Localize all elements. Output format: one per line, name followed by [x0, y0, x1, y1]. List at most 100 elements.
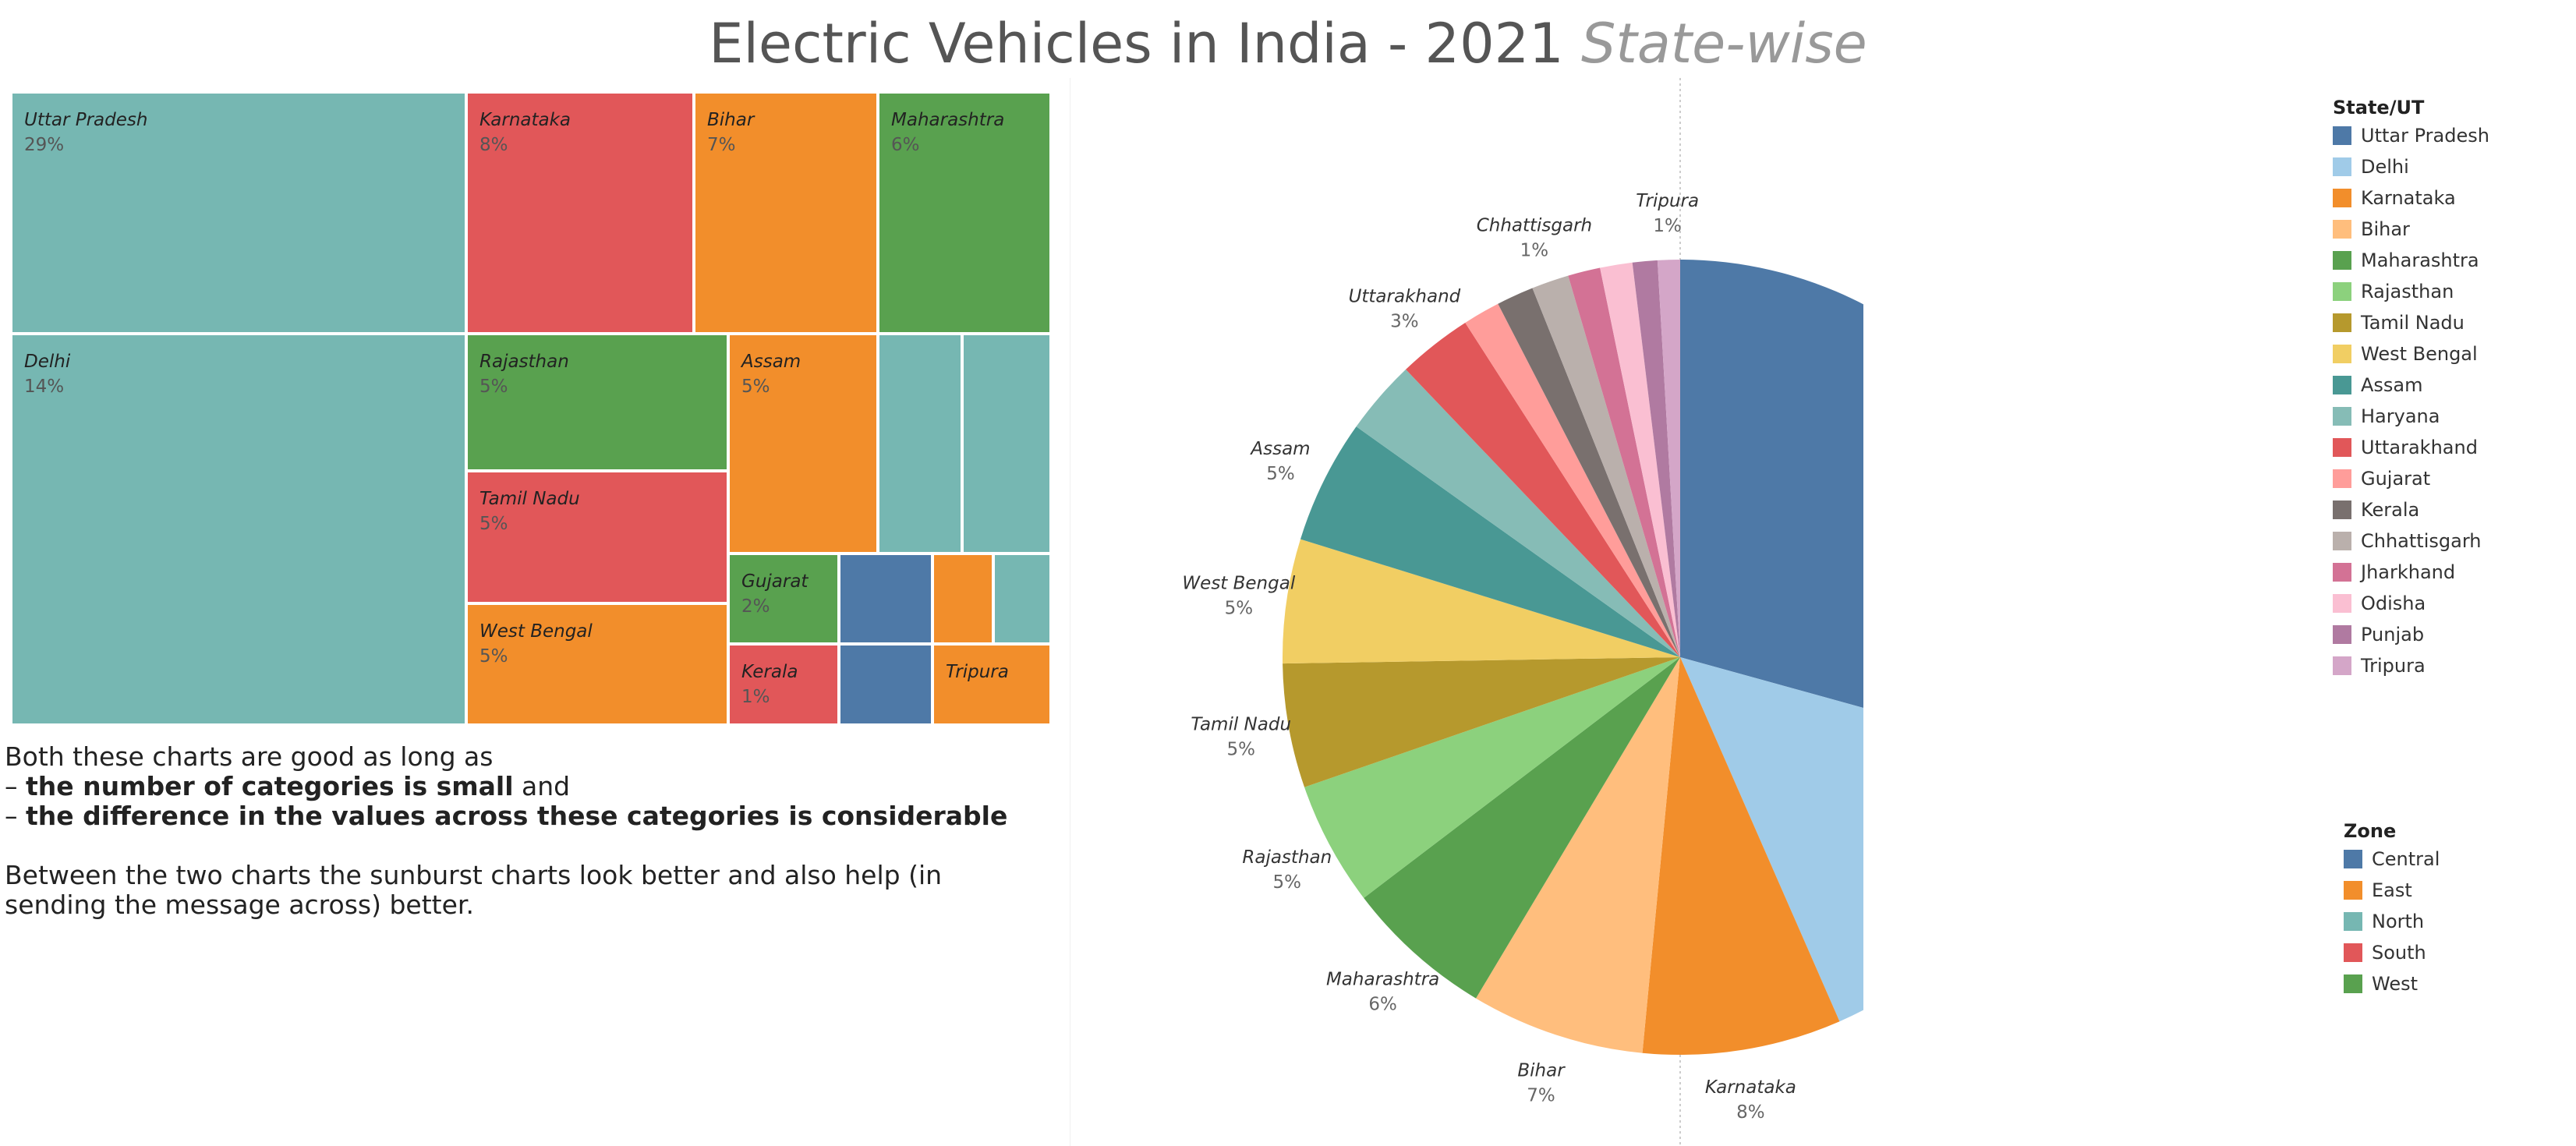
treemap-cell-label: Bihar — [707, 110, 755, 130]
pie-slice-value: 1% — [1520, 240, 1549, 260]
pie-slice-value: 5% — [1273, 872, 1302, 893]
pie-slice-value: 5% — [1266, 464, 1295, 484]
legend-item: Haryana — [2333, 401, 2489, 432]
legend-label: Bihar — [2361, 218, 2410, 240]
legend-label: West Bengal — [2361, 343, 2478, 365]
legend-item: Punjab — [2333, 619, 2489, 650]
legend-item: Central — [2344, 844, 2440, 875]
commentary-paragraph-1: Both these charts are good as long as – … — [5, 742, 1049, 831]
treemap-cell-value: 5% — [479, 646, 508, 667]
legend-swatch — [2333, 126, 2351, 145]
pie-slice-value: 3% — [1390, 311, 1419, 331]
legend-label: Delhi — [2361, 156, 2409, 178]
pie-slice — [1465, 303, 1680, 657]
pie-slice — [1632, 260, 1680, 657]
legend-swatch — [2344, 850, 2362, 868]
legend-item: West — [2344, 968, 2440, 999]
treemap-cell: Assam 5% — [728, 334, 878, 554]
treemap-cell-label: Tripura — [946, 662, 1009, 682]
legend-swatch — [2333, 220, 2351, 239]
treemap-cell: Uttar Pradesh 29% — [11, 92, 466, 334]
pie-slice-value: 6% — [1368, 994, 1397, 1014]
legend-item: West Bengal — [2333, 338, 2489, 370]
pie-slice-label: Assam — [1249, 439, 1310, 459]
treemap-cell: West Bengal 5% — [466, 603, 728, 725]
legend-label: North — [2372, 911, 2425, 932]
treemap-cell — [993, 554, 1051, 644]
legend-item: Odisha — [2333, 588, 2489, 619]
treemap-cell-value: 5% — [741, 377, 770, 397]
legend-item: Tamil Nadu — [2333, 307, 2489, 338]
legend-swatch — [2333, 282, 2351, 301]
legend-item: Assam — [2333, 370, 2489, 401]
treemap-cell — [878, 334, 962, 554]
legend-item: East — [2344, 875, 2440, 906]
pie-slice-label: Rajasthan — [1242, 847, 1332, 868]
treemap-cell-value: 8% — [479, 135, 508, 155]
treemap-cell-value: 2% — [741, 596, 770, 617]
legend-item: Tripura — [2333, 650, 2489, 681]
treemap-cell: Tripura — [932, 644, 1051, 725]
legend-label: Uttar Pradesh — [2361, 125, 2489, 147]
legend-swatch — [2333, 656, 2351, 675]
legend-swatch — [2333, 438, 2351, 457]
pie-slice-value: 5% — [1225, 599, 1254, 619]
legend-zone: Zone Central East North South West — [2344, 819, 2440, 999]
treemap-cell-label: Karnataka — [479, 110, 571, 130]
legend-label: Jharkhand — [2361, 561, 2456, 583]
commentary-point-1-suffix: and — [513, 771, 571, 801]
legend-label: Central — [2372, 848, 2440, 870]
legend-swatch — [2333, 345, 2351, 363]
pie-slice-label: Tamil Nadu — [1191, 714, 1291, 734]
pie-slice — [1283, 657, 1680, 787]
legend-item: South — [2344, 937, 2440, 968]
title-subtitle: State-wise — [1580, 12, 1867, 76]
legend-swatch — [2333, 376, 2351, 394]
legend-item: Rajasthan — [2333, 276, 2489, 307]
legend-label: East — [2372, 879, 2412, 901]
treemap-chart: Uttar Pradesh 29% Delhi 14% Karnataka 8% Bihar… — [11, 92, 1051, 725]
commentary-point-2: the difference in the values across thes… — [26, 801, 1008, 831]
treemap-cell-label: Kerala — [741, 662, 798, 682]
treemap-cell-value: 14% — [24, 377, 65, 397]
legend-swatch — [2344, 912, 2362, 931]
legend-swatch — [2333, 532, 2351, 550]
treemap-cell-label: Uttar Pradesh — [24, 110, 148, 130]
pie-slice-value: 7% — [1527, 1085, 1555, 1105]
treemap-cell-label: Tamil Nadu — [479, 489, 580, 509]
treemap-cell-label: West Bengal — [479, 621, 593, 642]
legend-swatch — [2333, 563, 2351, 582]
pie-slice — [1283, 539, 1680, 664]
treemap-cell-value: 6% — [891, 135, 920, 155]
legend-label: Punjab — [2361, 624, 2425, 646]
legend-swatch — [2344, 881, 2362, 900]
legend-label: Haryana — [2361, 405, 2440, 427]
legend-swatch — [2333, 500, 2351, 519]
treemap-cell-label: Rajasthan — [479, 352, 569, 372]
pie-slice — [1680, 260, 1863, 708]
legend-state-items: Uttar Pradesh Delhi Karnataka Bihar Maharash… — [2333, 120, 2489, 681]
pie-chart: Uttar Pradesh29%Delhi14%Karnataka8%Bihar… — [1182, 78, 1863, 1146]
treemap-cell-label: Assam — [741, 352, 801, 372]
treemap-cell-label: Delhi — [24, 352, 71, 372]
legend-swatch — [2333, 407, 2351, 426]
legend-swatch — [2333, 594, 2351, 613]
legend-item: Maharashtra — [2333, 245, 2489, 276]
pie-slice-label: Uttarakhand — [1349, 286, 1461, 306]
legend-label: Uttarakhand — [2361, 437, 2478, 458]
legend-label: Rajasthan — [2361, 281, 2454, 302]
pie-slice — [1532, 275, 1680, 657]
legend-swatch — [2333, 469, 2351, 488]
commentary: Both these charts are good as long as – … — [5, 742, 1049, 950]
pie-slice — [1498, 288, 1680, 657]
legend-item: Chhattisgarh — [2333, 525, 2489, 557]
legend-label: Odisha — [2361, 592, 2426, 614]
treemap-cell-label: Gujarat — [741, 571, 809, 592]
treemap-cell: Maharashtra 6% — [878, 92, 1051, 334]
legend-swatch — [2333, 625, 2351, 644]
legend-item: Gujarat — [2333, 463, 2489, 494]
legend-item: Jharkhand — [2333, 557, 2489, 588]
legend-label: Kerala — [2361, 499, 2420, 521]
legend-label: Chhattisgarh — [2361, 530, 2482, 552]
pie-slice — [1642, 657, 1840, 1055]
